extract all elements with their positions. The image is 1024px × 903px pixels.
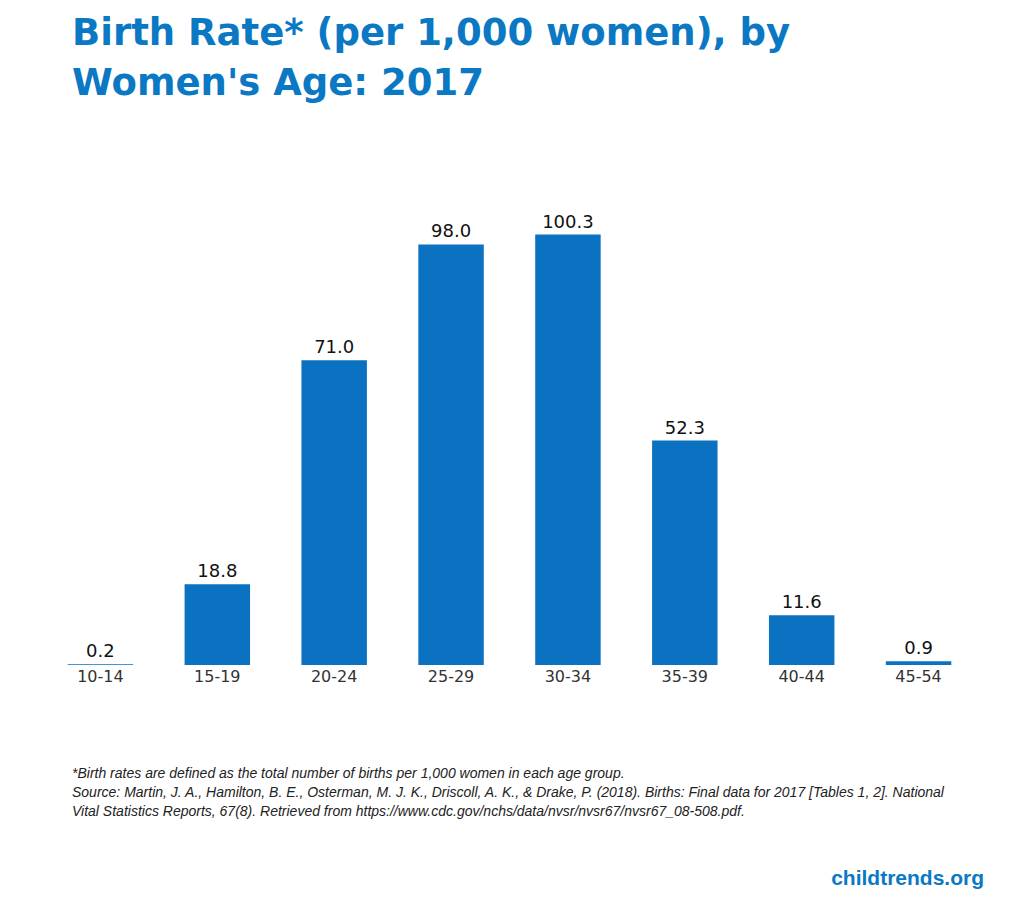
html-text:childtrends.org: childtrends.org [831,866,984,889]
svg-text:40-44: 40-44 [778,667,825,686]
svg-text:45-54: 45-54 [895,667,942,686]
svg-text:11.6: 11.6 [782,591,822,612]
svg-text:15-19: 15-19 [194,667,241,686]
svg-text:71.0: 71.0 [314,336,354,357]
svg-text:25-29: 25-29 [428,667,475,686]
html-text:*Birth rates are defined as th: *Birth rates are defined as the total nu… [72,765,625,781]
html-text:Birth Rate* (per 1,000 women),: Birth Rate* (per 1,000 women), by Women'… [72,11,791,104]
svg-text:30-34: 30-34 [545,667,592,686]
html-text:Source: Martin, J. A., Hamilto: Source: Martin, J. A., Hamilton, B. E., … [72,784,944,819]
svg-text:35-39: 35-39 [662,667,709,686]
svg-text:20-24: 20-24 [311,667,358,686]
svg-text:0.2: 0.2 [86,640,115,661]
svg-text:100.3: 100.3 [542,211,594,232]
svg-text:52.3: 52.3 [665,417,705,438]
svg-text:0.9: 0.9 [904,637,933,658]
svg-text:18.8: 18.8 [197,560,237,581]
svg-text:98.0: 98.0 [431,220,471,241]
svg-text:10-14: 10-14 [77,667,124,686]
